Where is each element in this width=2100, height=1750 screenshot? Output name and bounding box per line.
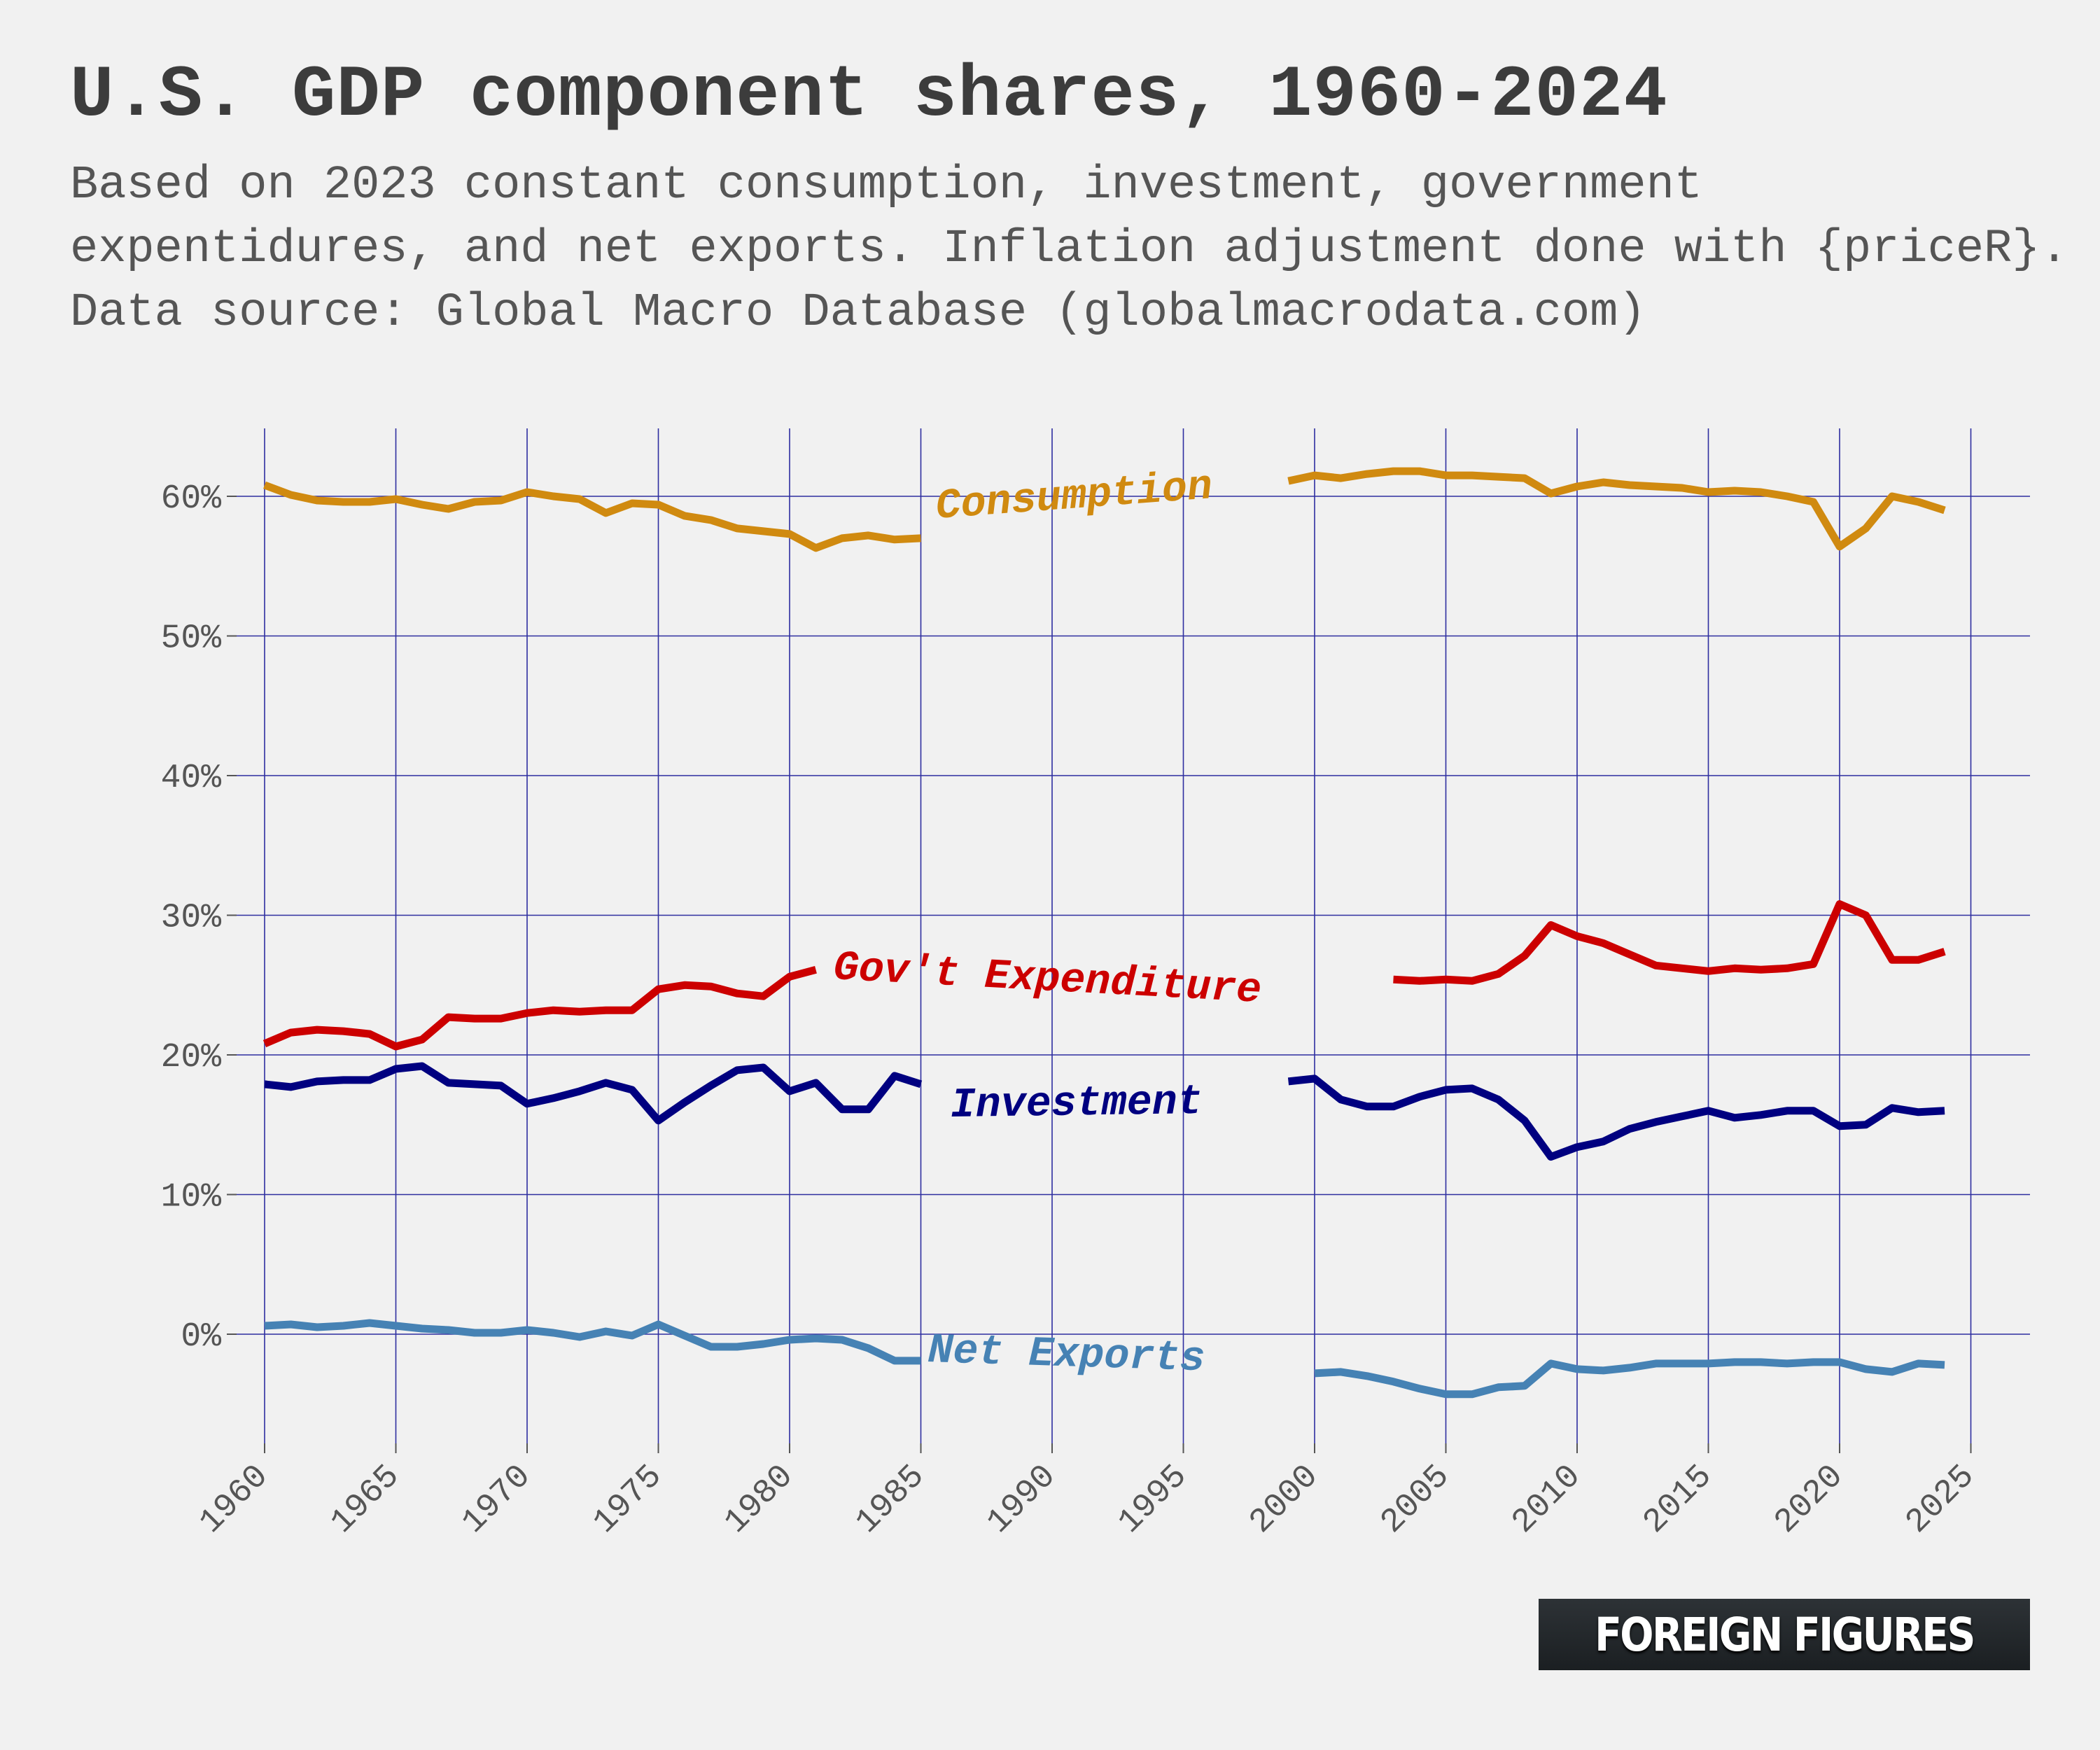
series-line [1287,1074,1945,1161]
series-line [1393,900,1946,985]
x-tick-label: 1980 [718,1457,802,1541]
series-label: Consumption [934,463,1214,531]
series-line [1287,467,1946,551]
x-tick-label: 2000 [1242,1457,1326,1541]
chart-title: U.S. GDP component shares, 1960-2024 [70,55,1668,137]
series-labels: Consumption Gov't Expenditure Investment Ne… [832,463,1263,1383]
series-line [1314,1358,1945,1399]
x-tick-label: 2020 [1768,1457,1851,1541]
y-tick-label: 50% [161,620,222,658]
chart-subtitle: Based on 2023 constant consumption, inve… [70,159,2068,340]
x-tick-label: 1985 [848,1457,932,1541]
x-axis-ticks: 1960 1965 1970 1975 1980 1985 1990 1995 2000 2005… [192,1443,1982,1541]
series-line [263,481,921,552]
x-tick-label: 2025 [1898,1457,1982,1541]
y-tick-label: 20% [161,1039,222,1077]
brand-logo: FOREIGN FIGURES [1539,1599,2030,1670]
x-tick-label: 2010 [1505,1457,1589,1541]
series-label: Net Exports [927,1327,1205,1383]
series-label: Investment [950,1079,1203,1130]
series-line [264,1319,921,1365]
brand-logo-text: FOREIGN FIGURES [1595,1607,1975,1662]
series-line [264,1062,923,1125]
y-tick-label: 10% [161,1179,222,1217]
x-tick-label: 1965 [323,1457,407,1541]
series-label: Gov't Expenditure [832,944,1263,1015]
y-tick-label: 0% [181,1318,221,1356]
x-tick-label: 1960 [192,1457,276,1541]
series-line [262,965,817,1051]
y-tick-label: 60% [161,480,222,518]
x-tick-label: 1970 [455,1457,539,1541]
y-axis-ticks: 0% 10% 20% 30% 40% 50% 60% [161,480,237,1356]
y-tick-label: 40% [161,760,222,797]
x-tick-label: 2015 [1636,1457,1720,1541]
x-tick-label: 1990 [980,1457,1064,1541]
series-lines [262,467,1946,1399]
x-tick-label: 1975 [586,1457,670,1541]
y-tick-label: 30% [161,899,222,937]
grid [237,428,2030,1443]
x-tick-label: 1995 [1111,1457,1195,1541]
x-tick-label: 2005 [1373,1457,1457,1541]
